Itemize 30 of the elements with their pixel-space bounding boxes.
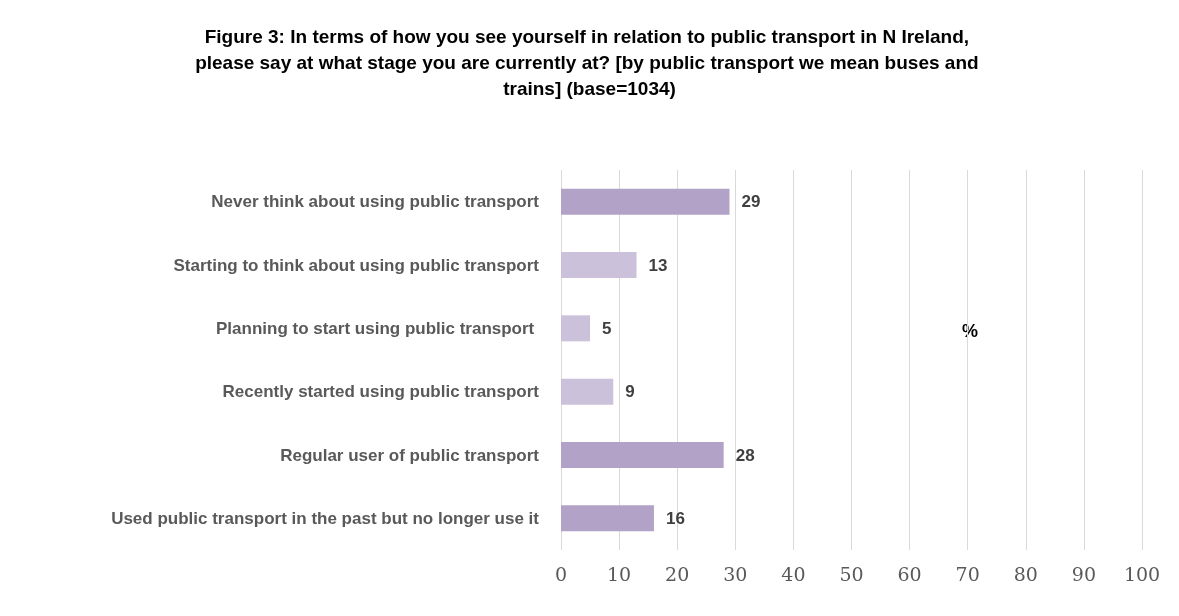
y-tick-label: Never think about using public transport xyxy=(211,192,540,212)
x-tick-label: 70 xyxy=(955,562,980,585)
x-tick-label: 90 xyxy=(1071,562,1096,585)
data-label: 16 xyxy=(665,508,685,528)
bar xyxy=(561,505,654,532)
bar xyxy=(561,315,591,342)
data-label: 29 xyxy=(741,192,761,212)
x-tick-label: 80 xyxy=(1013,562,1038,585)
bar xyxy=(561,378,614,405)
chart-title: Figure 3: In terms of how you see yourself in relation to public transport in N Ireland, please say at what stage you are currently at? [by public transport we mean buses and trains] (base=1034) xyxy=(195,25,984,99)
data-label: 13 xyxy=(648,255,668,275)
x-tick-label: 10 xyxy=(607,562,632,585)
data-label: 5 xyxy=(602,318,612,338)
x-tick-label: 50 xyxy=(839,562,864,585)
y-tick-label: Recently started using public transport xyxy=(222,382,540,402)
x-tick-label: 100 xyxy=(1123,562,1161,585)
x-tick-label: 60 xyxy=(897,562,922,585)
y-tick-label: Starting to think about using public transport xyxy=(173,255,540,275)
y-tick-label: Used public transport in the past but no longer use it xyxy=(111,508,540,528)
x-tick-label: 20 xyxy=(665,562,690,585)
data-label: 9 xyxy=(625,382,635,402)
y-tick-label: Planning to start using public transport xyxy=(215,318,539,338)
x-tick-label: 30 xyxy=(723,562,748,585)
bar xyxy=(561,252,637,278)
bar xyxy=(561,188,730,215)
x-tick-label: 40 xyxy=(781,562,806,585)
data-label: 28 xyxy=(735,445,755,465)
x-tick-label: 0 xyxy=(554,562,568,585)
bar xyxy=(561,442,724,468)
y-tick-label: Regular user of public transport xyxy=(280,445,540,465)
